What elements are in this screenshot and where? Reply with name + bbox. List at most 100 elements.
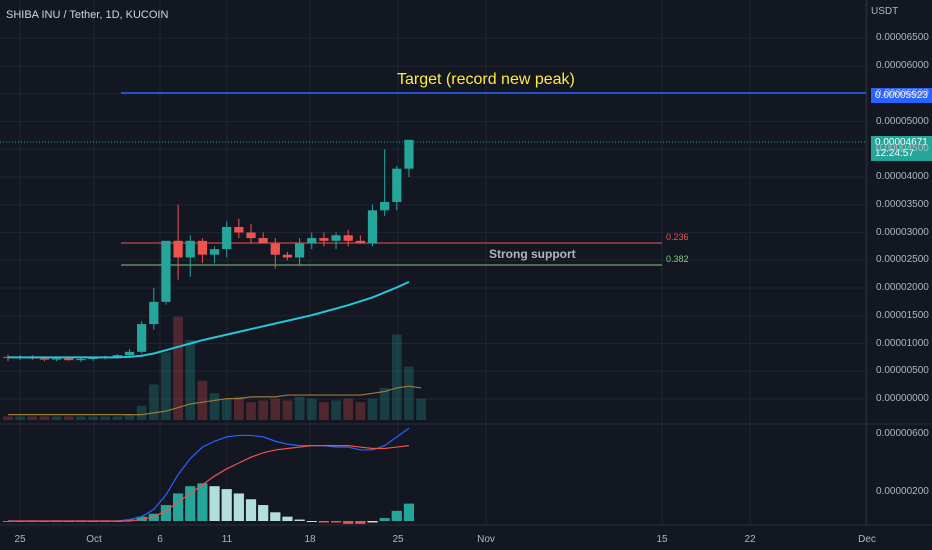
macd-histogram-bar (172, 493, 184, 521)
candle-body (124, 351, 135, 356)
candle-body (209, 249, 220, 255)
candle-body (234, 226, 244, 233)
candle-body (294, 243, 305, 258)
candle-body (51, 358, 62, 360)
time-tick-label: 11 (221, 534, 233, 545)
volume-bar (416, 398, 426, 420)
macd-tick-label: 0.00000600 (876, 428, 929, 439)
macd-tick-label: 0.00000200 (876, 486, 929, 497)
horizontal-levels[interactable] (0, 92, 866, 266)
macd-histogram-bar (221, 489, 232, 521)
volume-bar (294, 396, 305, 420)
macd-histogram-bar (391, 510, 402, 521)
volume-bar (100, 416, 111, 420)
target-annotation[interactable]: Target (record new peak) (397, 71, 575, 88)
time-tick-label: 22 (744, 534, 756, 545)
volume-bar (258, 400, 269, 420)
candle-body (307, 238, 317, 244)
macd-histogram-bar (294, 519, 305, 521)
candle-body (355, 240, 365, 244)
macd-pane (2, 427, 415, 524)
support-annotation[interactable]: Strong support (489, 247, 576, 261)
price-tick-label: 0.00001500 (876, 309, 929, 321)
volume-bar (124, 414, 135, 420)
last-price-tag: 0.00004671 12:24:57 (871, 136, 932, 161)
volume-bar (391, 334, 402, 420)
volume-bar (148, 384, 159, 420)
volume-bar (173, 316, 183, 420)
volume-bar (39, 416, 50, 420)
price-tick-label: 0.00004000 (876, 171, 929, 182)
macd-histogram-bar (233, 493, 244, 521)
volume-bar (367, 398, 378, 420)
candle-body (392, 168, 402, 202)
macd-histogram-bar (379, 518, 390, 521)
volume-bar (319, 402, 329, 420)
candle-body (76, 359, 86, 361)
price-tick-label: 0.00005000 (876, 115, 929, 127)
volume-bar (3, 416, 13, 420)
macd-histogram-bar (282, 516, 293, 521)
candle-body (270, 243, 280, 255)
volume-bar (209, 393, 220, 420)
time-tick-label: 18 (304, 534, 316, 545)
time-tick-label: Oct (86, 534, 102, 545)
price-tick-label: 0.00002500 (876, 254, 929, 266)
volume-bar (185, 339, 196, 420)
macd-histogram-bar (330, 521, 342, 523)
last-price-value: 0.00004671 (875, 137, 928, 148)
signal-line (8, 445, 410, 522)
volume-bar (331, 400, 341, 420)
price-tick-label: 0.00000000 (876, 393, 929, 404)
volume-bar (233, 396, 244, 420)
candle-body (282, 254, 293, 258)
macd-histogram-bar (160, 505, 172, 521)
time-tick-label: 6 (157, 534, 163, 545)
candle-body (173, 240, 183, 258)
countdown-timer: 12:24:57 (875, 148, 914, 159)
volume-bar (63, 416, 74, 420)
target-price-tag: 0.00005523 (871, 88, 932, 103)
currency-label[interactable]: USDT (871, 6, 899, 17)
time-tick-label: Dec (858, 534, 876, 545)
macd-histogram-bar (355, 521, 366, 524)
volume-bar (161, 352, 171, 420)
macd-histogram-bar (258, 505, 269, 521)
candle-body (112, 355, 122, 357)
volume-bar (355, 402, 366, 420)
macd-histogram-bar (367, 521, 378, 523)
volume-bar (343, 398, 354, 420)
chart-title[interactable]: SHIBA INU / Tether, 1D, KUCOIN (6, 9, 169, 21)
macd-histogram-bar (136, 516, 147, 521)
macd-histogram-bar (185, 486, 196, 521)
candle-body (380, 201, 390, 211)
candle-body (197, 240, 208, 255)
volume-bar (51, 416, 62, 420)
candle-body (246, 232, 256, 239)
candle-body (161, 240, 171, 302)
candle-body (258, 238, 268, 244)
volume-bar (112, 416, 123, 420)
volume-ma-line (8, 385, 422, 416)
time-tick-label: Nov (477, 534, 495, 545)
macd-histogram-bar (124, 519, 135, 521)
price-tick-label: 0.00001000 (876, 337, 929, 349)
price-tick-label: 0.00005500 (876, 87, 929, 99)
time-tick-label: 25 (392, 534, 404, 545)
candle-body (39, 358, 50, 360)
fib-236-label: 0.236 (666, 232, 689, 242)
volume-bar (282, 400, 293, 420)
moving-average (8, 280, 410, 359)
volume-bar (379, 387, 390, 420)
macd-histogram-bar (306, 521, 317, 522)
price-tick-label: 0.00006500 (876, 32, 929, 44)
time-tick-label: 15 (656, 534, 668, 545)
volume-bar (270, 398, 281, 420)
volume-bar (27, 416, 38, 420)
volume-bars (3, 316, 426, 420)
candle-body (149, 301, 159, 325)
candle-body (137, 324, 147, 352)
macd-histogram-bar (209, 486, 220, 521)
price-tick-label: 0.00000500 (876, 365, 929, 377)
